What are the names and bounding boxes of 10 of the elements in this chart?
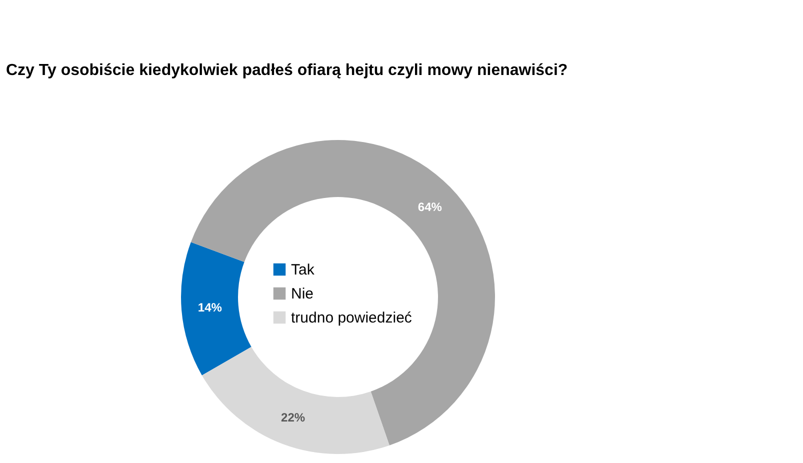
data-label: 22%: [281, 410, 306, 424]
legend-label: Nie: [291, 286, 314, 302]
data-label: 14%: [198, 300, 222, 315]
donut-slice: [181, 242, 252, 376]
data-label: 64%: [418, 200, 442, 214]
donut-slice: [202, 346, 390, 454]
legend-label: trudno powiedzieć: [291, 310, 412, 326]
legend-label: Tak: [291, 262, 315, 278]
donut-slice: [190, 140, 495, 446]
chart-title: Czy Ty osobiście kiedykolwiek padłeś ofiarą hejtu czyli mowy nienawiści?: [6, 62, 568, 79]
